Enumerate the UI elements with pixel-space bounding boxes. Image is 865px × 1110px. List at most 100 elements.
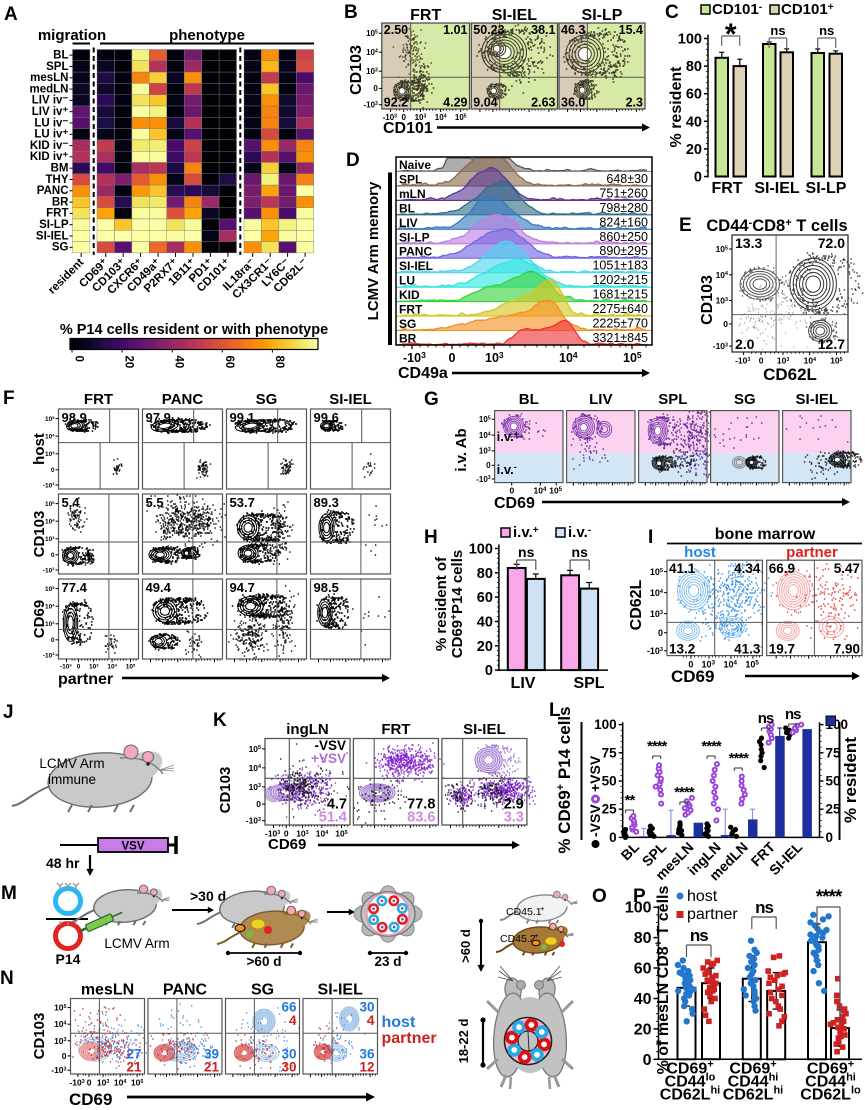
svg-text:+: + bbox=[540, 904, 545, 913]
svg-text:E: E bbox=[679, 215, 692, 236]
svg-text:40: 40 bbox=[173, 356, 185, 369]
svg-text:SG: SG bbox=[734, 391, 756, 408]
svg-text:2275±640: 2275±640 bbox=[592, 302, 648, 316]
svg-text:12.7: 12.7 bbox=[818, 336, 845, 352]
svg-text:P14: P14 bbox=[56, 951, 81, 967]
svg-text:104: 104 bbox=[559, 350, 578, 365]
svg-text:13.2: 13.2 bbox=[669, 642, 695, 657]
svg-text:0: 0 bbox=[402, 113, 407, 122]
svg-text:104: 104 bbox=[366, 48, 378, 57]
svg-text:50.23: 50.23 bbox=[473, 23, 504, 37]
svg-text:-103: -103 bbox=[69, 1078, 84, 1088]
svg-text:CD101: CD101 bbox=[383, 120, 433, 137]
svg-text:****: **** bbox=[701, 738, 722, 755]
svg-text:104: 104 bbox=[804, 356, 816, 366]
svg-text:49.4: 49.4 bbox=[146, 580, 172, 595]
svg-text:60: 60 bbox=[477, 590, 493, 606]
svg-text:0: 0 bbox=[373, 84, 378, 93]
svg-text:LCMV Arm memory: LCMV Arm memory bbox=[365, 181, 382, 320]
svg-text:% resident: % resident bbox=[841, 737, 860, 823]
svg-text:0: 0 bbox=[510, 486, 515, 496]
svg-text:36: 36 bbox=[359, 1047, 375, 1062]
svg-text:>30 d: >30 d bbox=[190, 888, 226, 904]
svg-text:SI-LP: SI-LP bbox=[582, 7, 623, 24]
svg-text:1202±215: 1202±215 bbox=[592, 273, 648, 287]
svg-text:CD69: CD69 bbox=[494, 495, 535, 512]
svg-text:80: 80 bbox=[273, 356, 285, 369]
svg-text:0: 0 bbox=[62, 1051, 67, 1061]
svg-text:CD62L: CD62L bbox=[628, 579, 645, 630]
svg-text:23 d: 23 d bbox=[374, 954, 401, 969]
svg-text:mesLN: mesLN bbox=[30, 72, 68, 84]
svg-text:75: 75 bbox=[826, 745, 842, 760]
svg-text:103: 103 bbox=[97, 1078, 109, 1088]
svg-text:60: 60 bbox=[634, 961, 652, 978]
svg-text:SPL: SPL bbox=[573, 675, 604, 692]
svg-text:PANC: PANC bbox=[399, 245, 432, 259]
svg-text:LIV: LIV bbox=[399, 216, 418, 230]
svg-text:18-22 d: 18-22 d bbox=[456, 1019, 471, 1064]
svg-text:-103: -103 bbox=[246, 816, 261, 826]
svg-text:resident: resident bbox=[46, 256, 86, 296]
svg-text:4: 4 bbox=[367, 1013, 375, 1028]
svg-text:89.3: 89.3 bbox=[314, 495, 339, 510]
svg-text:0: 0 bbox=[87, 1078, 92, 1088]
svg-text:ns: ns bbox=[690, 926, 708, 945]
svg-text:104: 104 bbox=[479, 431, 491, 440]
svg-text:1051±183: 1051±183 bbox=[592, 259, 648, 273]
svg-text:BR: BR bbox=[399, 332, 417, 346]
svg-text:83.6: 83.6 bbox=[407, 810, 435, 826]
svg-text:CD45.1: CD45.1 bbox=[506, 906, 542, 918]
svg-text:-VSV: -VSV bbox=[314, 738, 346, 753]
svg-text:-103: -103 bbox=[476, 475, 491, 484]
svg-text:CD44hi: CD44hi bbox=[805, 1072, 856, 1091]
svg-text:798±280: 798±280 bbox=[599, 201, 648, 215]
svg-text:0: 0 bbox=[658, 628, 663, 638]
svg-text:K: K bbox=[213, 710, 227, 731]
svg-text:SPL: SPL bbox=[399, 172, 422, 186]
svg-text:1.01: 1.01 bbox=[443, 23, 467, 37]
svg-text:105: 105 bbox=[650, 567, 663, 577]
svg-text:41.3: 41.3 bbox=[734, 642, 761, 657]
svg-text:77.4: 77.4 bbox=[62, 580, 88, 595]
svg-text:LU: LU bbox=[399, 274, 415, 288]
svg-text:0: 0 bbox=[688, 660, 693, 670]
svg-text:100: 100 bbox=[625, 900, 652, 917]
svg-text:i.v.-: i.v.- bbox=[568, 524, 591, 541]
svg-text:*: * bbox=[725, 18, 737, 51]
svg-text:LU iv⁻: LU iv⁻ bbox=[34, 117, 68, 129]
svg-text:SPL: SPL bbox=[46, 61, 68, 73]
svg-text:-VSV: -VSV bbox=[587, 804, 603, 837]
svg-text:ns: ns bbox=[770, 23, 785, 38]
svg-text:CD103: CD103 bbox=[217, 767, 234, 814]
svg-text:104: 104 bbox=[54, 1019, 66, 1029]
svg-text:J: J bbox=[3, 702, 14, 723]
svg-text:% CD69+ P14 cells: % CD69+ P14 cells bbox=[555, 706, 574, 853]
svg-text:104: 104 bbox=[716, 270, 728, 280]
svg-text:103: 103 bbox=[777, 356, 789, 366]
svg-text:50: 50 bbox=[602, 774, 617, 789]
svg-text:>60 d: >60 d bbox=[458, 929, 473, 963]
svg-text:SI-IEL: SI-IEL bbox=[754, 180, 800, 197]
svg-text:-103: -103 bbox=[383, 113, 398, 122]
svg-text:KID iv⁺: KID iv⁺ bbox=[30, 151, 69, 163]
svg-text:SPL: SPL bbox=[658, 391, 687, 408]
svg-text:105: 105 bbox=[45, 415, 55, 423]
svg-text:3321±845: 3321±845 bbox=[592, 331, 648, 345]
svg-text:20: 20 bbox=[634, 1021, 652, 1038]
svg-text:ns: ns bbox=[819, 23, 834, 38]
svg-text:103: 103 bbox=[479, 447, 491, 456]
svg-text:104: 104 bbox=[45, 432, 55, 440]
svg-text:CD69+: CD69+ bbox=[729, 1059, 776, 1078]
svg-text:PANC: PANC bbox=[162, 391, 204, 408]
svg-text:A: A bbox=[4, 4, 18, 25]
svg-text:99.6: 99.6 bbox=[314, 410, 339, 425]
svg-text:LIV iv⁻: LIV iv⁻ bbox=[32, 95, 69, 107]
svg-text:21: 21 bbox=[204, 1060, 220, 1075]
svg-text:I: I bbox=[648, 527, 653, 548]
svg-text:105: 105 bbox=[131, 1078, 143, 1088]
svg-text:BL: BL bbox=[53, 50, 68, 62]
svg-text:105: 105 bbox=[830, 356, 842, 366]
svg-text:104: 104 bbox=[45, 602, 55, 610]
svg-text:D: D bbox=[346, 150, 360, 171]
